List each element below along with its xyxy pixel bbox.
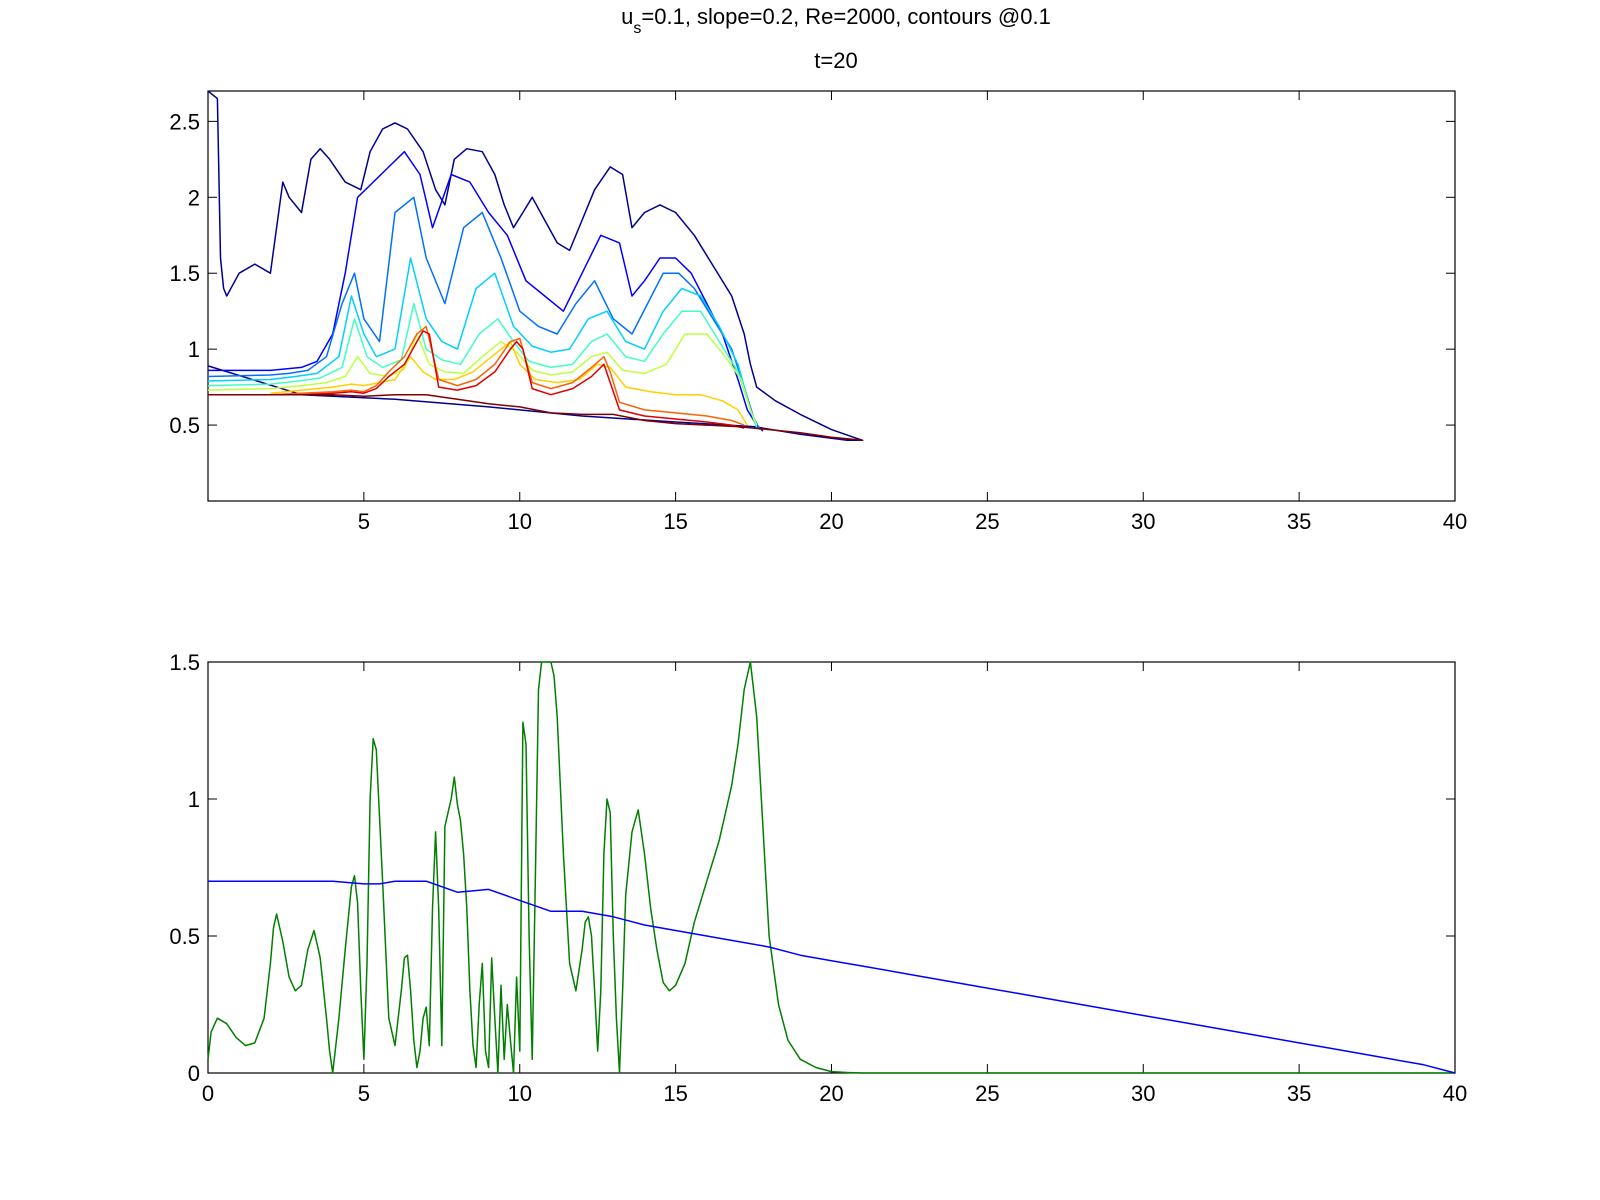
- line-plot-axes-box: [207, 661, 1456, 1074]
- x-tick-label: 15: [663, 509, 687, 534]
- line-series-0: [207, 661, 1455, 1074]
- y-tick-label: 1.5: [169, 650, 200, 675]
- contour-series-7: [270, 325, 745, 426]
- contour-series-3: [207, 257, 758, 429]
- y-tick-label: 0.5: [169, 413, 200, 438]
- y-tick-label: 1.5: [169, 261, 200, 286]
- contour-plot-ticks: 5 10 15 20 25 30 35 40 0.5 1 1.5 2 2.5: [169, 91, 1467, 534]
- x-tick-label: 10: [508, 1081, 532, 1106]
- x-tick-label: 5: [358, 1081, 370, 1106]
- line-plot-series: [207, 661, 1456, 1074]
- contour-series-9: [208, 393, 863, 442]
- x-tick-label: 5: [358, 509, 370, 534]
- line-plot: 0 5 10 15 20 25 30 35 40 0 0.5 1 1.5: [169, 650, 1467, 1106]
- y-tick-label: 1: [188, 787, 200, 812]
- contour-series-0: [207, 90, 864, 442]
- y-tick-label: 2.5: [169, 109, 200, 134]
- x-tick-label: 20: [819, 509, 843, 534]
- figure-subtitle: t=20: [814, 48, 857, 73]
- figure-title: us=0.1, slope=0.2, Re=2000, contours @0.…: [621, 4, 1051, 37]
- contour-plot-axes-box: [207, 90, 1456, 502]
- x-tick-label: 20: [819, 1081, 843, 1106]
- title-main: u: [621, 4, 633, 29]
- contour-series-4: [207, 302, 758, 427]
- y-tick-label: 0.5: [169, 924, 200, 949]
- x-tick-label: 25: [975, 1081, 999, 1106]
- contour-series-5: [207, 333, 758, 426]
- y-tick-label: 1: [188, 337, 200, 362]
- title-rest: =0.1, slope=0.2, Re=2000, contours @0.1: [641, 4, 1050, 29]
- y-tick-label: 2: [188, 185, 200, 210]
- contour-series-2: [207, 196, 761, 430]
- x-tick-label: 40: [1443, 1081, 1467, 1106]
- x-tick-label: 15: [663, 1081, 687, 1106]
- line-series-1: [208, 880, 1456, 1074]
- x-tick-label: 30: [1131, 1081, 1155, 1106]
- x-tick-label: 25: [975, 509, 999, 534]
- contour-plot: 5 10 15 20 25 30 35 40 0.5 1 1.5 2 2.5: [169, 90, 1467, 534]
- x-tick-label: 10: [508, 509, 532, 534]
- contour-lines: [207, 90, 864, 442]
- y-tick-label: 0: [188, 1061, 200, 1086]
- contour-series-1: [208, 150, 764, 432]
- x-tick-label: 35: [1287, 1081, 1311, 1106]
- title-subscript: s: [633, 20, 641, 37]
- contour-series-8: [270, 330, 745, 429]
- x-tick-label: 35: [1287, 509, 1311, 534]
- x-tick-label: 40: [1443, 509, 1467, 534]
- x-tick-label: 30: [1131, 509, 1155, 534]
- x-tick-label: 0: [202, 1081, 214, 1106]
